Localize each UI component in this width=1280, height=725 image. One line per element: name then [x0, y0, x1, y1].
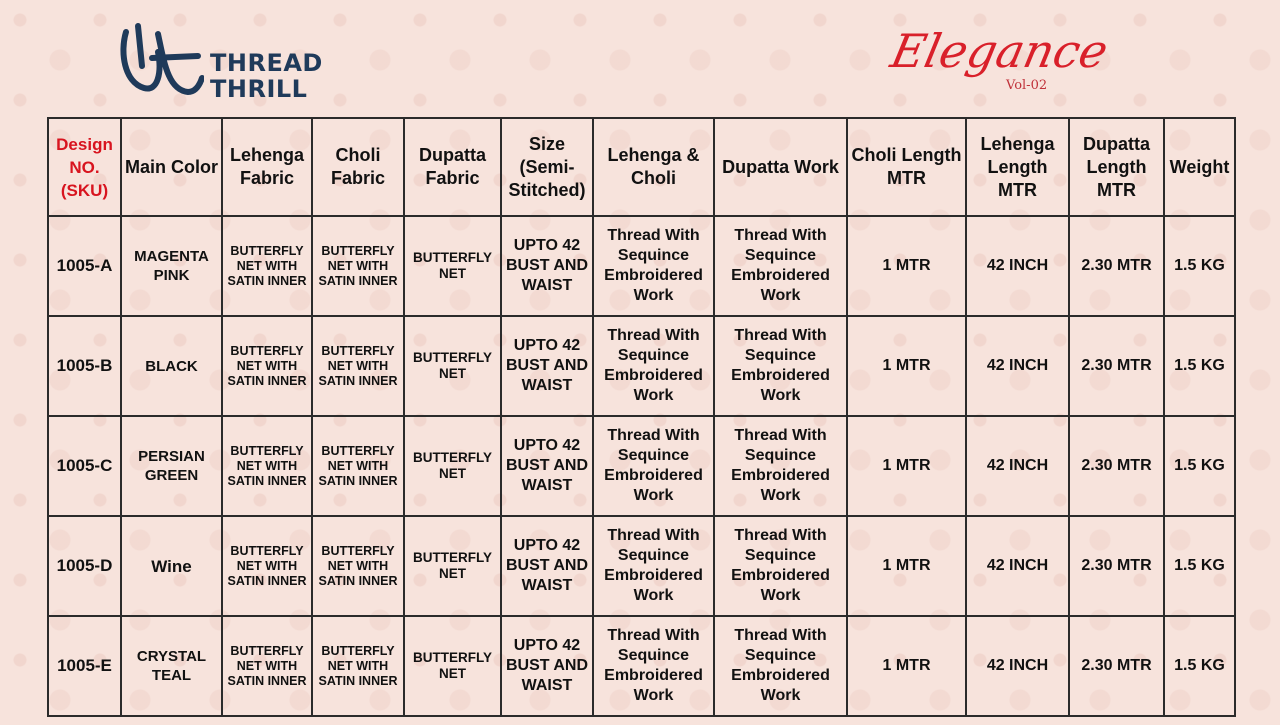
- collection-volume: Vol-02: [1006, 78, 1048, 93]
- table-row: 1005-A MAGENTA PINK BUTTERFLY NET WITH S…: [47, 215, 1236, 317]
- sku-cell: 1005-C: [47, 415, 122, 517]
- size-cell: UPTO 42 BUST AND WAIST: [500, 315, 594, 417]
- table-row: 1005-D Wine BUTTERFLY NET WITH SATIN INN…: [47, 515, 1236, 617]
- color-cell: Wine: [120, 515, 223, 617]
- dupatta-work-cell: Thread With Sequince Embroidered Work: [713, 615, 848, 717]
- dupatta-length-cell: 2.30 MTR: [1068, 415, 1165, 517]
- choli-length-cell: 1 MTR: [846, 515, 967, 617]
- color-cell: BLACK: [120, 315, 223, 417]
- header-design-no: Design NO. (SKU): [47, 117, 122, 217]
- choli-length-cell: 1 MTR: [846, 315, 967, 417]
- dupatta-fabric-cell: BUTTERFLY NET: [403, 215, 502, 317]
- lehenga-choli-work-cell: Thread With Sequince Embroidered Work: [592, 615, 715, 717]
- weight-cell: 1.5 KG: [1163, 415, 1236, 517]
- lehenga-choli-work-cell: Thread With Sequince Embroidered Work: [592, 315, 715, 417]
- header-size: Size (Semi-Stitched): [500, 117, 594, 217]
- sku-cell: 1005-E: [47, 615, 122, 717]
- size-cell: UPTO 42 BUST AND WAIST: [500, 615, 594, 717]
- header-dupatta-length: Dupatta Length MTR: [1068, 117, 1165, 217]
- choli-fabric-cell: BUTTERFLY NET WITH SATIN INNER: [311, 315, 405, 417]
- dupatta-length-cell: 2.30 MTR: [1068, 515, 1165, 617]
- product-spec-table: Design NO. (SKU) Main Color Lehenga Fabr…: [47, 117, 1236, 717]
- dupatta-fabric-cell: BUTTERFLY NET: [403, 415, 502, 517]
- choli-fabric-cell: BUTTERFLY NET WITH SATIN INNER: [311, 415, 405, 517]
- weight-cell: 1.5 KG: [1163, 315, 1236, 417]
- dupatta-work-cell: Thread With Sequince Embroidered Work: [713, 415, 848, 517]
- lehenga-fabric-cell: BUTTERFLY NET WITH SATIN INNER: [221, 215, 313, 317]
- lehenga-choli-work-cell: Thread With Sequince Embroidered Work: [592, 215, 715, 317]
- header-main-color: Main Color: [120, 117, 223, 217]
- lehenga-choli-work-cell: Thread With Sequince Embroidered Work: [592, 415, 715, 517]
- dupatta-work-cell: Thread With Sequince Embroidered Work: [713, 515, 848, 617]
- choli-length-cell: 1 MTR: [846, 415, 967, 517]
- sku-cell: 1005-B: [47, 315, 122, 417]
- dupatta-fabric-cell: BUTTERFLY NET: [403, 615, 502, 717]
- header-choli-length: Choli Length MTR: [846, 117, 967, 217]
- weight-cell: 1.5 KG: [1163, 615, 1236, 717]
- brand-name: THREAD THRILL: [210, 50, 323, 102]
- weight-cell: 1.5 KG: [1163, 515, 1236, 617]
- lehenga-length-cell: 42 INCH: [965, 515, 1070, 617]
- table-header-row: Design NO. (SKU) Main Color Lehenga Fabr…: [47, 117, 1236, 217]
- lehenga-choli-work-cell: Thread With Sequince Embroidered Work: [592, 515, 715, 617]
- header-lehenga-length: Lehenga Length MTR: [965, 117, 1070, 217]
- header-weight: Weight: [1163, 117, 1236, 217]
- collection-logo: Elegance Vol-02: [886, 10, 1112, 115]
- table-row: 1005-C PERSIAN GREEN BUTTERFLY NET WITH …: [47, 415, 1236, 517]
- lehenga-length-cell: 42 INCH: [965, 215, 1070, 317]
- header-lehenga-choli-work: Lehenga & Choli: [592, 117, 715, 217]
- choli-length-cell: 1 MTR: [846, 615, 967, 717]
- lehenga-fabric-cell: BUTTERFLY NET WITH SATIN INNER: [221, 315, 313, 417]
- choli-length-cell: 1 MTR: [846, 215, 967, 317]
- sku-cell: 1005-A: [47, 215, 122, 317]
- weight-cell: 1.5 KG: [1163, 215, 1236, 317]
- choli-fabric-cell: BUTTERFLY NET WITH SATIN INNER: [311, 615, 405, 717]
- size-cell: UPTO 42 BUST AND WAIST: [500, 415, 594, 517]
- color-cell: MAGENTA PINK: [120, 215, 223, 317]
- dupatta-work-cell: Thread With Sequince Embroidered Work: [713, 315, 848, 417]
- header-lehenga-fabric: Lehenga Fabric: [221, 117, 313, 217]
- header-dupatta-work: Dupatta Work: [713, 117, 848, 217]
- header-choli-fabric: Choli Fabric: [311, 117, 405, 217]
- choli-fabric-cell: BUTTERFLY NET WITH SATIN INNER: [311, 515, 405, 617]
- choli-fabric-cell: BUTTERFLY NET WITH SATIN INNER: [311, 215, 405, 317]
- lehenga-length-cell: 42 INCH: [965, 315, 1070, 417]
- collection-title: Elegance: [886, 24, 1113, 78]
- color-cell: CRYSTAL TEAL: [120, 615, 223, 717]
- lehenga-fabric-cell: BUTTERFLY NET WITH SATIN INNER: [221, 415, 313, 517]
- lehenga-length-cell: 42 INCH: [965, 415, 1070, 517]
- brand-name-line1: THREAD: [210, 49, 323, 77]
- color-cell: PERSIAN GREEN: [120, 415, 223, 517]
- dupatta-fabric-cell: BUTTERFLY NET: [403, 315, 502, 417]
- table-row: 1005-E CRYSTAL TEAL BUTTERFLY NET WITH S…: [47, 615, 1236, 717]
- dupatta-length-cell: 2.30 MTR: [1068, 615, 1165, 717]
- header-dupatta-fabric: Dupatta Fabric: [403, 117, 502, 217]
- dupatta-work-cell: Thread With Sequince Embroidered Work: [713, 215, 848, 317]
- dupatta-fabric-cell: BUTTERFLY NET: [403, 515, 502, 617]
- sku-cell: 1005-D: [47, 515, 122, 617]
- lehenga-fabric-cell: BUTTERFLY NET WITH SATIN INNER: [221, 515, 313, 617]
- dupatta-length-cell: 2.30 MTR: [1068, 315, 1165, 417]
- size-cell: UPTO 42 BUST AND WAIST: [500, 215, 594, 317]
- dupatta-length-cell: 2.30 MTR: [1068, 215, 1165, 317]
- size-cell: UPTO 42 BUST AND WAIST: [500, 515, 594, 617]
- tt-monogram-icon: [120, 23, 204, 96]
- lehenga-fabric-cell: BUTTERFLY NET WITH SATIN INNER: [221, 615, 313, 717]
- lehenga-length-cell: 42 INCH: [965, 615, 1070, 717]
- brand-name-line2: THRILL: [210, 75, 308, 103]
- table-row: 1005-B BLACK BUTTERFLY NET WITH SATIN IN…: [47, 315, 1236, 417]
